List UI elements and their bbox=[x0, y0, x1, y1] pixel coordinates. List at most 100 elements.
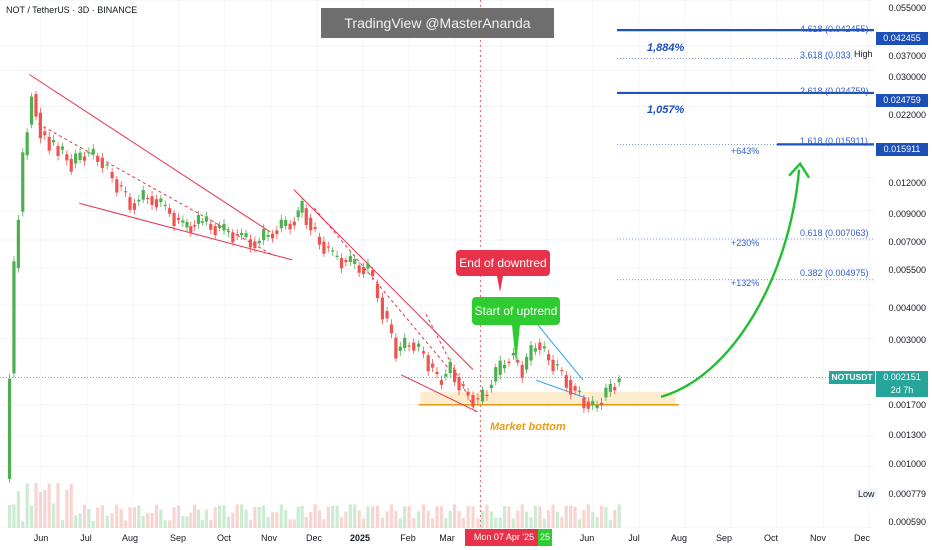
price-tick: 0.030000 bbox=[888, 72, 926, 82]
volume-bar bbox=[344, 511, 348, 528]
volume-bar bbox=[385, 511, 389, 528]
candle-body bbox=[591, 400, 595, 405]
volume-bar bbox=[577, 519, 582, 528]
wedge1-upper-line bbox=[29, 74, 271, 233]
candle-body bbox=[123, 191, 128, 193]
grid-layer bbox=[0, 0, 874, 529]
candle-body bbox=[16, 219, 20, 269]
candle-body bbox=[498, 360, 502, 375]
price-tick: 0.001700 bbox=[888, 400, 926, 410]
volume-bar bbox=[7, 505, 12, 528]
candle-body bbox=[586, 401, 590, 409]
volume-bar bbox=[375, 505, 380, 528]
time-tick: Mar bbox=[439, 533, 455, 543]
volume-bar bbox=[248, 519, 253, 528]
volume-bar bbox=[586, 504, 590, 528]
volume-bar bbox=[150, 512, 154, 528]
candle-body bbox=[595, 405, 599, 409]
candle-body bbox=[366, 263, 370, 269]
candle-body bbox=[573, 386, 577, 391]
callout-pointer-red bbox=[497, 276, 503, 292]
symbol-title: NOT / TetherUS · 3D · BINANCE bbox=[6, 5, 138, 15]
candle-body bbox=[176, 217, 181, 220]
volume-bar bbox=[617, 504, 621, 528]
time-tick: Aug bbox=[670, 533, 688, 543]
volume-bar bbox=[200, 519, 204, 528]
volume-bar bbox=[511, 518, 515, 528]
time-tick: Aug bbox=[121, 533, 139, 543]
volume-bar bbox=[105, 515, 109, 528]
pct-643-label: +643% bbox=[731, 146, 760, 156]
volume-bar bbox=[599, 505, 604, 528]
candle-body bbox=[403, 337, 407, 349]
candle-body bbox=[204, 216, 208, 222]
time-tick: Dec bbox=[305, 533, 323, 543]
volume-bar bbox=[457, 511, 461, 528]
volume-bar bbox=[141, 515, 145, 528]
volume-bar bbox=[146, 512, 150, 528]
candle-body bbox=[154, 199, 159, 208]
volume-bar bbox=[304, 516, 308, 528]
volume-bar bbox=[244, 509, 248, 528]
time-tick: Jun bbox=[33, 533, 49, 543]
volume-bar bbox=[498, 517, 502, 528]
candle-body bbox=[52, 140, 56, 143]
price-tick: 0.037000 bbox=[888, 51, 926, 61]
candle-body bbox=[270, 233, 275, 239]
price-tick: 0.007000 bbox=[888, 237, 926, 247]
candle-body bbox=[43, 131, 47, 136]
candle-body bbox=[502, 364, 507, 369]
volume-bar bbox=[444, 518, 448, 528]
candle-body bbox=[371, 270, 375, 276]
candle-body bbox=[577, 390, 582, 393]
candle-body bbox=[141, 190, 145, 200]
candle-body bbox=[353, 259, 357, 264]
volume-bar bbox=[193, 504, 197, 528]
price-axis[interactable]: 0.055000 0.037000 0.030000 0.022000 0.01… bbox=[874, 0, 932, 528]
volume-bar bbox=[547, 510, 551, 528]
candle-body bbox=[115, 179, 119, 193]
candle-body bbox=[617, 378, 621, 383]
candle-body bbox=[582, 398, 586, 409]
candle-body bbox=[394, 337, 398, 359]
start-of-uptrend-callout: Start of uptrend bbox=[472, 297, 560, 325]
volume-bar bbox=[476, 518, 480, 528]
time-tick: Dec bbox=[853, 533, 871, 543]
price-tick: 0.001000 bbox=[888, 459, 926, 469]
candle-body bbox=[262, 229, 266, 241]
candle-body bbox=[21, 152, 25, 212]
volume-bar bbox=[485, 504, 489, 528]
price-tag-015911: 0.015911 bbox=[876, 143, 928, 156]
time-tick: Jul bbox=[80, 533, 92, 543]
volume-bar bbox=[12, 504, 16, 528]
volume-bar bbox=[564, 505, 568, 528]
time-axis[interactable] bbox=[0, 528, 874, 550]
candle-body bbox=[317, 236, 322, 245]
volume-bar bbox=[520, 504, 524, 528]
candle-body bbox=[560, 370, 564, 372]
volume-bar bbox=[529, 517, 533, 528]
wedge2-lower-line bbox=[400, 374, 478, 413]
candle-body bbox=[56, 146, 60, 156]
volume-bar bbox=[613, 509, 617, 528]
price-tick: 0.001300 bbox=[888, 430, 926, 440]
volume-bar bbox=[461, 517, 466, 528]
candle-body bbox=[448, 361, 452, 374]
volume-bar bbox=[394, 510, 398, 528]
price-tick: 0.009000 bbox=[888, 209, 926, 219]
candle-body bbox=[292, 221, 296, 226]
countdown-tag: 2d 7h bbox=[876, 384, 928, 397]
candle-body bbox=[529, 345, 533, 361]
candle-body bbox=[244, 233, 248, 238]
candle-body bbox=[25, 132, 29, 156]
candle-body bbox=[60, 146, 65, 150]
volume-bar bbox=[213, 507, 217, 528]
time-tick: Jul bbox=[628, 533, 640, 543]
candle-body bbox=[555, 364, 560, 366]
candle-body bbox=[564, 375, 568, 388]
candle-body bbox=[96, 156, 100, 162]
volume-bar bbox=[209, 519, 213, 528]
candle-body bbox=[457, 377, 461, 391]
volume-bar bbox=[231, 512, 235, 528]
candle-body bbox=[439, 380, 444, 385]
